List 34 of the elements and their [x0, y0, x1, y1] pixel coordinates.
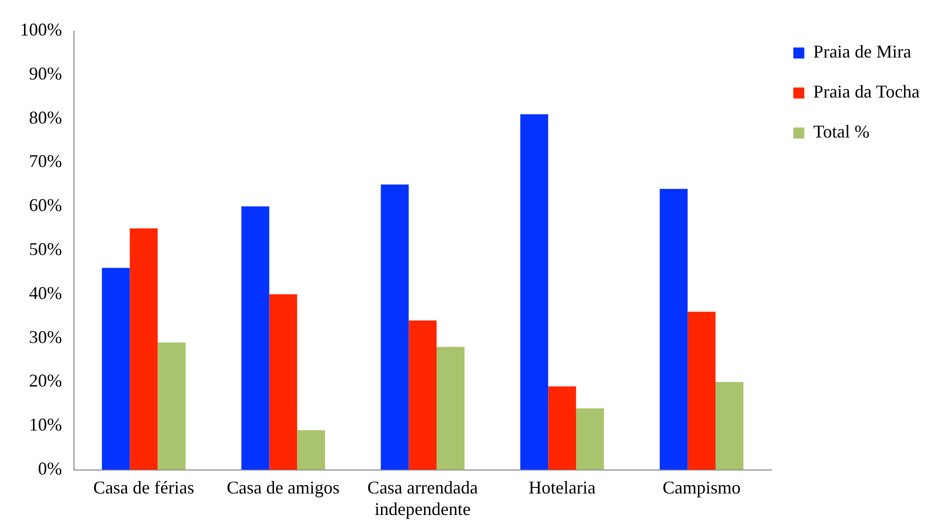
y-tick-label: 0%: [38, 458, 62, 479]
y-tick-label: 100%: [20, 20, 62, 40]
legend-label: Praia de Mira: [813, 42, 912, 62]
y-tick-label: 50%: [28, 239, 62, 260]
x-tick-label: Casa arrendada independente: [367, 477, 478, 519]
bar: [269, 294, 298, 470]
bar: [520, 114, 548, 470]
bar: [408, 320, 437, 470]
legend-label: Total %: [813, 122, 870, 142]
x-tick-label: Casa de férias: [93, 477, 194, 498]
bar: [548, 386, 576, 470]
bar: [688, 312, 716, 470]
legend-label: Praia da Tocha: [813, 82, 920, 102]
bar: [436, 346, 464, 470]
y-tick-label: 20%: [28, 370, 62, 391]
y-tick-label: 40%: [28, 282, 62, 303]
x-tick-label: Hotelaria: [528, 477, 596, 498]
y-tick-label: 60%: [28, 195, 62, 216]
y-tick-label: 90%: [28, 63, 62, 84]
bar: [660, 188, 688, 470]
x-tick-label: Casa de amigos: [226, 477, 340, 498]
bar: [130, 228, 158, 470]
bar: [576, 408, 604, 470]
bar: [102, 268, 130, 470]
y-tick-label: 10%: [28, 414, 62, 435]
bar: [716, 382, 744, 470]
bar: [297, 430, 326, 470]
bar: [241, 206, 270, 470]
y-tick-label: 30%: [28, 326, 62, 347]
bar: [158, 342, 186, 470]
x-tick-label: Campismo: [662, 477, 741, 498]
y-tick-label: 70%: [28, 151, 62, 172]
bar: [380, 184, 409, 470]
y-tick-label: 80%: [28, 107, 62, 128]
